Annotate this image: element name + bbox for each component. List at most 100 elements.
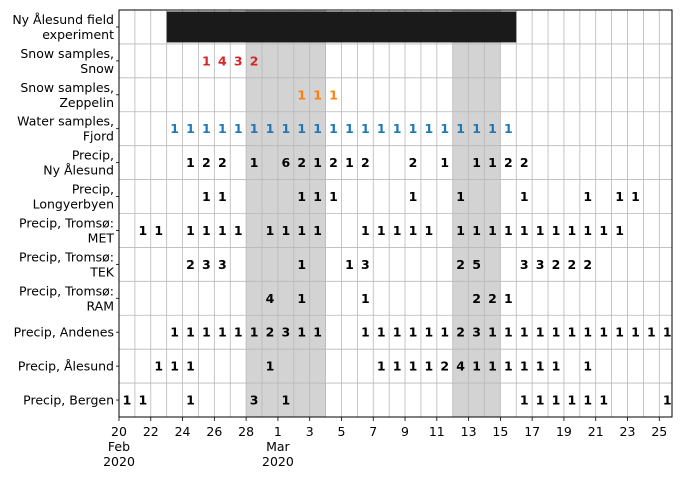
sample-count-label: 1 <box>361 291 370 306</box>
sample-count-label: 1 <box>282 393 291 408</box>
x-tick-label: 15 <box>492 424 508 439</box>
sample-count-label: 1 <box>202 189 211 204</box>
sample-count-label: 1 <box>615 325 624 340</box>
sample-count-label: 1 <box>202 223 211 238</box>
sample-count-label: 1 <box>631 325 640 340</box>
count-labels: 1 4 3 21 1 11 1 1 1 1 1 1 1 1 1 1 1 1 1 1 1 1 1 1 1 1 11 2 2 1 6 2 1 2 1 2 2… <box>123 53 672 407</box>
plot-frame <box>118 9 673 418</box>
sample-count-label: 1 <box>313 189 322 204</box>
sample-count-label: 1 <box>186 121 195 136</box>
sample-count-label: 1 <box>536 223 545 238</box>
sample-count-label: 1 <box>425 325 434 340</box>
sample-count-label: 1 <box>138 393 147 408</box>
sample-count-label: 1 <box>456 189 465 204</box>
sample-count-label: 1 <box>568 325 577 340</box>
sample-count-label: 1 <box>313 87 322 102</box>
x-tick-label: 21 <box>588 424 604 439</box>
sample-count-label: 2 <box>409 155 418 170</box>
sample-count-label: 1 <box>234 121 243 136</box>
sample-count-label: 2 <box>202 155 211 170</box>
x-tick-label: 1 Mar 2020 <box>262 424 294 469</box>
sample-count-label: 1 <box>440 155 449 170</box>
sample-count-label: 3 <box>234 53 243 68</box>
sample-count-label: 2 <box>250 53 259 68</box>
sample-count-label: 4 <box>266 291 275 306</box>
x-tick-label: 19 <box>556 424 572 439</box>
sample-count-label: 1 <box>218 121 227 136</box>
sample-count-label: 1 <box>154 223 163 238</box>
sample-count-label: 1 <box>615 189 624 204</box>
sample-count-label: 1 <box>313 223 322 238</box>
sample-count-label: 1 <box>536 359 545 374</box>
sample-count-label: 1 <box>472 155 481 170</box>
sample-count-label: 1 <box>377 325 386 340</box>
sample-count-label: 1 <box>361 223 370 238</box>
sample-count-label: 1 <box>583 393 592 408</box>
x-tick-label: 24 <box>175 424 191 439</box>
sample-count-label: 1 <box>170 325 179 340</box>
sample-count-label: 1 <box>631 189 640 204</box>
sample-count-label: 1 <box>552 393 561 408</box>
sample-count-label: 1 <box>170 121 179 136</box>
row-label: Precip, Bergen <box>23 393 114 408</box>
sample-count-label: 1 <box>504 359 513 374</box>
sample-count-label: 1 <box>520 359 529 374</box>
row-label: Precip, Tromsø: RAM <box>19 283 114 313</box>
row-label: Snow samples, Zeppelin <box>20 80 114 110</box>
sample-count-label: 1 <box>583 189 592 204</box>
sample-count-label: 1 <box>186 325 195 340</box>
axes-frame <box>118 9 673 418</box>
sample-count-label: 1 <box>504 291 513 306</box>
sample-count-label: 2 <box>361 155 370 170</box>
sample-count-label: 2 <box>552 257 561 272</box>
sample-count-label: 3 <box>250 393 259 408</box>
sample-count-label: 2 <box>472 291 481 306</box>
row-label: Snow samples, Snow <box>20 46 114 76</box>
sample-count-label: 2 <box>440 359 449 374</box>
sample-count-label: 1 <box>583 325 592 340</box>
row-labels: Ny Ålesund field experiment Snow samples, S… <box>12 12 119 408</box>
grid-lines <box>118 10 672 417</box>
sample-count-label: 3 <box>202 257 211 272</box>
row-label: Precip, Andenes <box>14 325 114 340</box>
sample-count-label: 1 <box>425 223 434 238</box>
sample-count-label: 1 <box>282 121 291 136</box>
sample-count-label: 1 <box>568 223 577 238</box>
sample-count-label: 1 <box>202 53 211 68</box>
sample-count-label: 1 <box>536 393 545 408</box>
x-tick-label: 7 <box>369 424 377 439</box>
sample-count-label: 1 <box>568 393 577 408</box>
sample-count-label: 1 <box>520 325 529 340</box>
sample-count-label: 1 <box>520 223 529 238</box>
sample-count-label: 1 <box>377 223 386 238</box>
sample-count-label: 1 <box>297 325 306 340</box>
x-axis-ticks: 20 Feb 2020 22 24 26 28 1 Mar 2020 3 5 7 9 11 13 15 17 19 2… <box>103 417 667 469</box>
x-tick-label: 22 <box>143 424 159 439</box>
sample-count-label: 1 <box>647 325 656 340</box>
x-tick-label: 25 <box>651 424 667 439</box>
sample-count-label: 1 <box>425 121 434 136</box>
sample-count-label: 1 <box>345 155 354 170</box>
sample-count-label: 1 <box>599 393 608 408</box>
sample-count-label: 1 <box>393 359 402 374</box>
sample-count-label: 1 <box>218 189 227 204</box>
x-tick-label: 20 Feb 2020 <box>103 424 135 469</box>
sample-count-label: 2 <box>266 325 275 340</box>
sample-count-label: 1 <box>552 223 561 238</box>
sample-count-label: 1 <box>329 121 338 136</box>
sample-count-label: 1 <box>472 359 481 374</box>
sample-count-label: 2 <box>504 155 513 170</box>
sample-count-label: 1 <box>297 291 306 306</box>
x-tick-label: 26 <box>206 424 222 439</box>
sample-count-label: 1 <box>123 393 132 408</box>
sample-count-label: 1 <box>488 325 497 340</box>
sample-count-label: 1 <box>297 223 306 238</box>
sample-count-label: 1 <box>425 359 434 374</box>
sample-count-label: 1 <box>218 223 227 238</box>
row-label: Ny Ålesund field experiment <box>12 12 114 42</box>
x-tick-label: 3 <box>306 424 314 439</box>
sample-count-label: 4 <box>218 53 227 68</box>
sample-count-label: 1 <box>472 121 481 136</box>
sample-count-label: 1 <box>297 189 306 204</box>
x-tick-label: 9 <box>401 424 409 439</box>
